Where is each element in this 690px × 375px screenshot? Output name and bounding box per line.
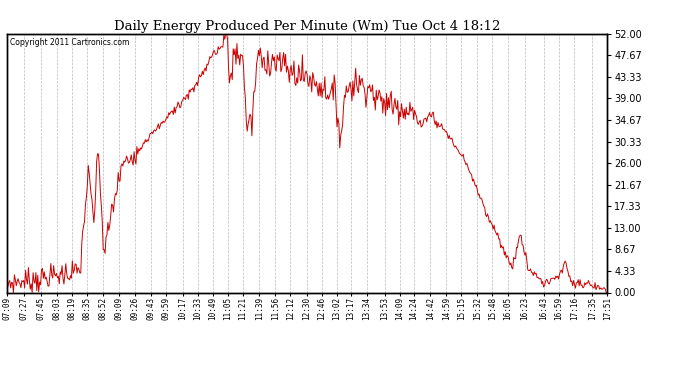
Text: Copyright 2011 Cartronics.com: Copyright 2011 Cartronics.com	[10, 38, 129, 46]
Title: Daily Energy Produced Per Minute (Wm) Tue Oct 4 18:12: Daily Energy Produced Per Minute (Wm) Tu…	[114, 20, 500, 33]
